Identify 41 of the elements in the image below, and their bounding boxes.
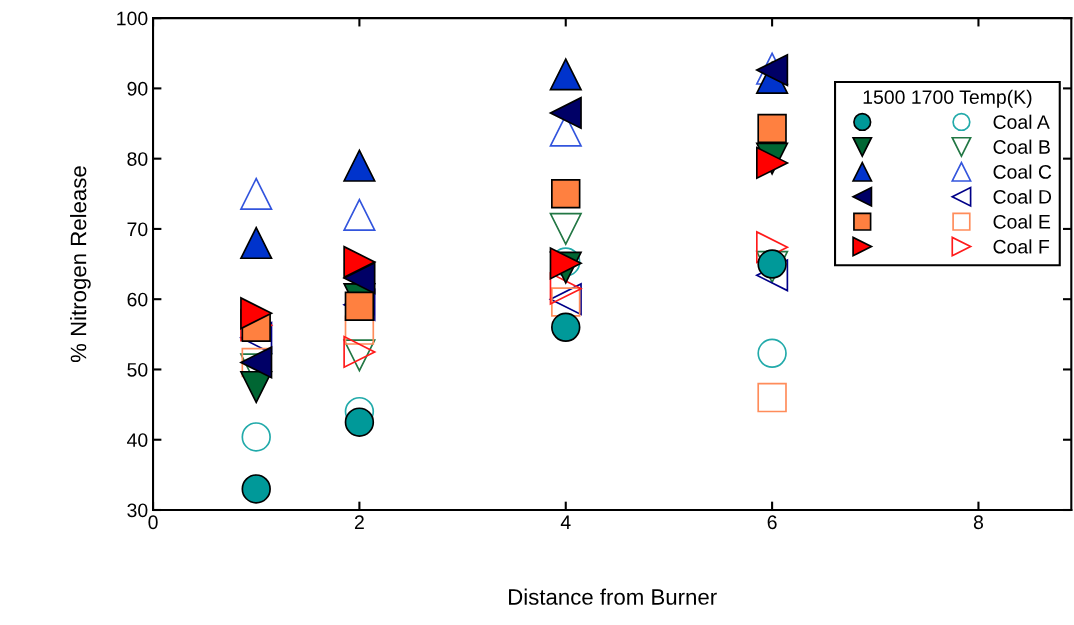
- point: [343, 245, 376, 279]
- point: [757, 338, 787, 369]
- legend-label: Coal E: [993, 214, 1051, 229]
- point: [549, 58, 582, 91]
- point: [241, 422, 271, 452]
- x-tick-label: 0: [148, 515, 158, 530]
- x-tick-label: 4: [560, 515, 571, 529]
- legend-label: Coal A: [993, 114, 1050, 129]
- y-tick-label: 90: [127, 81, 148, 96]
- legend-label: Coal C: [993, 164, 1052, 179]
- legend-label: Coal F: [993, 239, 1050, 254]
- y-tick-label: 70: [127, 222, 148, 237]
- y-axis-title: % Nitrogen Release: [70, 166, 91, 363]
- y-tick-label: 50: [127, 362, 148, 377]
- x-axis-title: Distance from Burner: [509, 588, 717, 605]
- y-tick-label: 60: [127, 292, 148, 307]
- point: [343, 262, 376, 295]
- point: [343, 149, 376, 182]
- point: [343, 198, 376, 231]
- x-tick-label: 2: [354, 515, 364, 529]
- point: [240, 177, 273, 210]
- legend-title: 1500 1700 Temp(K): [863, 89, 1032, 108]
- x-tick-label: 6: [767, 515, 777, 530]
- point: [551, 312, 581, 343]
- x-tick-label: 8: [973, 515, 984, 530]
- legend-label: Coal B: [993, 139, 1050, 154]
- point: [344, 407, 375, 437]
- y-tick-label: 80: [127, 152, 148, 166]
- point: [549, 212, 582, 246]
- point: [757, 382, 787, 413]
- point: [240, 226, 273, 260]
- point: [757, 113, 787, 144]
- point: [240, 370, 273, 404]
- point: [241, 474, 271, 504]
- point: [240, 297, 273, 330]
- y-tick-label: 100: [117, 11, 148, 26]
- legend-label: Coal D: [993, 189, 1052, 204]
- y-tick-label: 30: [127, 503, 148, 518]
- y-tick-label: 40: [127, 433, 148, 447]
- point: [551, 179, 581, 209]
- point: [549, 96, 582, 130]
